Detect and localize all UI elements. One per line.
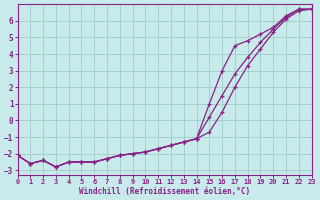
X-axis label: Windchill (Refroidissement éolien,°C): Windchill (Refroidissement éolien,°C) [79,187,250,196]
